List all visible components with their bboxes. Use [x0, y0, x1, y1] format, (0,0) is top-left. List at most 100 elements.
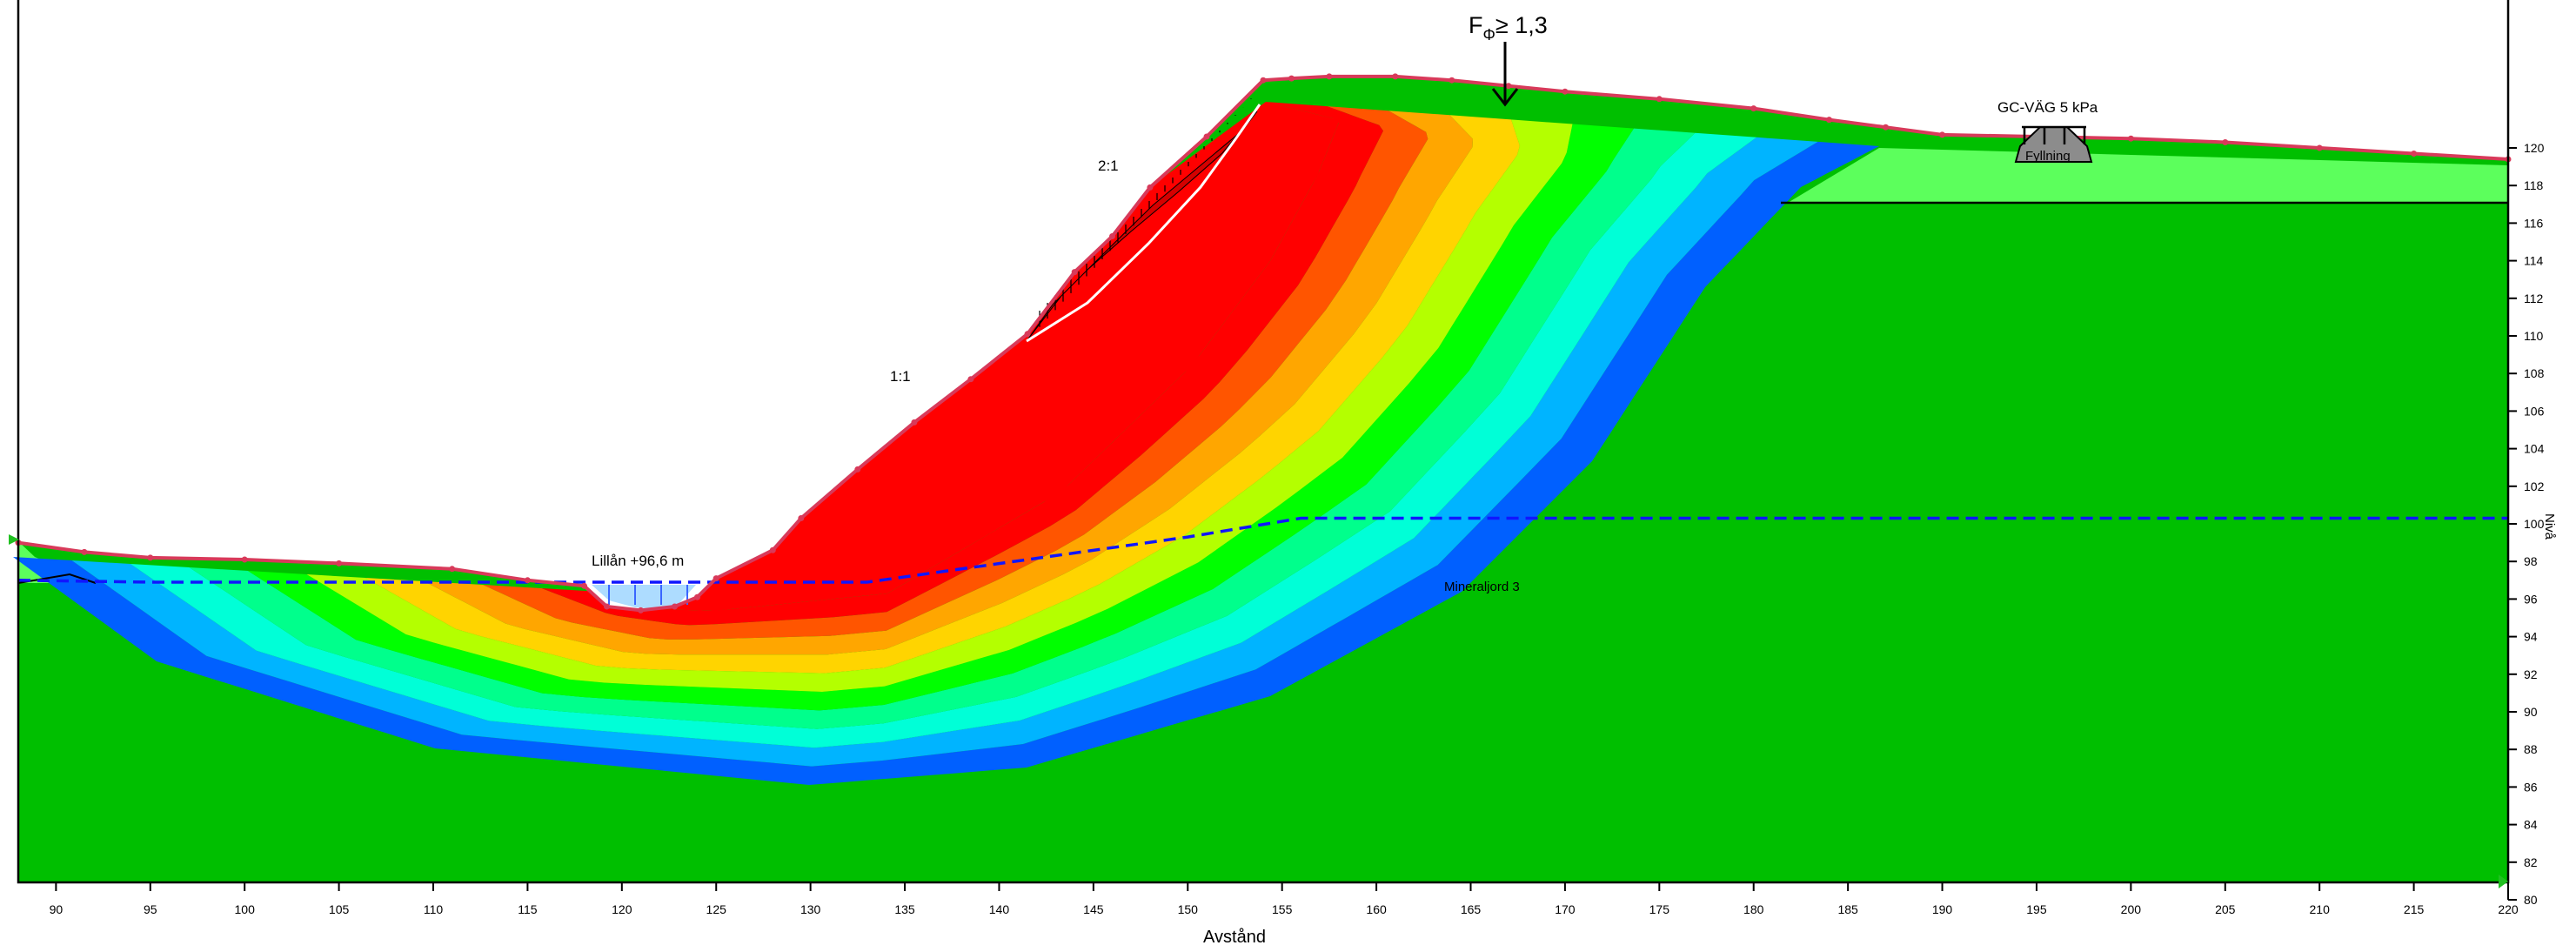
- y-tick-label: 96: [2524, 592, 2538, 606]
- x-tick-label: 140: [989, 902, 1010, 916]
- x-tick-label: 90: [50, 902, 64, 916]
- safety-band-9: [483, 106, 1429, 640]
- y-tick-label: 118: [2524, 178, 2544, 192]
- axes-layer: 90 95 100 105 110 115 120 125 130 135 140 145 150 155…: [9, 0, 2545, 916]
- x-tick-label: 110: [424, 902, 444, 916]
- y-axis-label: Nivå: [2542, 513, 2557, 540]
- x-tick-label: 100: [235, 902, 256, 916]
- surface-node: [911, 419, 918, 426]
- load-label: GC-VÄG 5 kPa: [1997, 99, 2098, 116]
- surface-node: [713, 575, 719, 582]
- factor-of-safety-label: FΦ≥ 1,3: [1469, 12, 1548, 44]
- surface-node: [81, 548, 88, 555]
- y-tick-label: 86: [2524, 780, 2538, 794]
- y-tick-label: 98: [2524, 554, 2538, 568]
- surface-node: [1203, 133, 1210, 140]
- x-tick-label: 180: [1743, 902, 1764, 916]
- surface-node: [604, 603, 610, 610]
- surface-node: [1883, 124, 1889, 131]
- slope-ratio-lower: 1:1: [890, 368, 911, 385]
- surface-node: [1939, 131, 1945, 138]
- surface-node: [1288, 75, 1295, 82]
- x-tick-label: 195: [2026, 902, 2047, 916]
- x-tick-label: 165: [1461, 902, 1482, 916]
- surface-node: [769, 546, 776, 553]
- x-tick-label: 130: [800, 902, 821, 916]
- surface-node: [1392, 73, 1399, 80]
- upper-soil-layer: [1788, 148, 2508, 203]
- water-level-label: Lillån +96,6 m: [592, 553, 684, 569]
- x-tick-label: 200: [2121, 902, 2142, 916]
- fill-embankment: Fyllning: [2014, 126, 2093, 164]
- y-tick-label: 120: [2524, 141, 2545, 155]
- y-tick-label: 106: [2524, 404, 2545, 418]
- x-tick-label: 205: [2215, 902, 2236, 916]
- surface-node: [967, 376, 974, 383]
- y-tick-label: 90: [2524, 705, 2538, 719]
- factor-of-safety-arrow: [1491, 42, 1519, 107]
- surface-node: [694, 593, 700, 600]
- critical-slip-hatch: [1026, 111, 1258, 342]
- y-tick-label: 104: [2524, 442, 2545, 456]
- safety-band-10: [541, 102, 1383, 626]
- y-tick-label: 102: [2524, 479, 2545, 493]
- safety-band-7: [365, 115, 1520, 674]
- y-tick-label: 84: [2524, 818, 2538, 832]
- safety-band-6: [306, 119, 1573, 692]
- section-lines: [15, 73, 2512, 613]
- surface-node: [854, 466, 861, 473]
- surface-node: [672, 603, 678, 610]
- soil-label: Mineraljord 3: [1444, 580, 1520, 594]
- y-tick-label: 94: [2524, 630, 2538, 644]
- surface-node: [449, 566, 456, 573]
- x-tick-label: 215: [2404, 902, 2425, 916]
- surface-node: [524, 577, 531, 584]
- y-tick-label: 112: [2524, 292, 2544, 305]
- x-tick-label: 220: [2498, 902, 2519, 916]
- x-tick-label: 170: [1555, 902, 1576, 916]
- surface-node: [241, 556, 248, 563]
- y-tick-label: 100: [2524, 517, 2545, 531]
- surface-node: [1826, 117, 1832, 124]
- surface-node: [1147, 184, 1154, 191]
- surface-node: [1449, 77, 1455, 84]
- factor-of-safety-symbol: F: [1469, 12, 1483, 38]
- surface-node: [1109, 233, 1115, 239]
- y-tick-label: 114: [2524, 254, 2544, 268]
- left-boundary-marker: [9, 534, 19, 545]
- y-tick-label: 108: [2524, 366, 2545, 380]
- distributed-load-arrows: [2022, 125, 2086, 144]
- surface-node: [336, 560, 343, 567]
- x-tick-label: 115: [518, 902, 538, 916]
- x-tick-label: 150: [1178, 902, 1199, 916]
- x-tick-label: 190: [1932, 902, 1953, 916]
- surface-node: [2222, 139, 2229, 145]
- y-tick-label: 92: [2524, 667, 2538, 681]
- slope-ratio-upper: 2:1: [1098, 158, 1119, 174]
- x-tick-label: 155: [1272, 902, 1293, 916]
- right-boundary-marker: [2499, 875, 2508, 888]
- factor-of-safety-value: ≥ 1,3: [1495, 12, 1548, 38]
- x-tick-label: 105: [329, 902, 350, 916]
- x-tick-label: 95: [144, 902, 157, 916]
- x-tick-label: 125: [706, 902, 727, 916]
- x-axis-label: Avstånd: [1203, 928, 1266, 947]
- surface-node: [1562, 88, 1569, 95]
- y-tick-label: 88: [2524, 742, 2538, 756]
- x-tick-label: 120: [612, 902, 632, 916]
- sky-mask: [18, 0, 2508, 611]
- river-water: [592, 585, 696, 609]
- surface-node: [147, 554, 154, 561]
- critical-slip-surface: [1026, 104, 1261, 343]
- surface-node: [1656, 96, 1663, 103]
- y-tick-label: 82: [2524, 855, 2538, 869]
- factor-of-safety-subscript: Φ: [1483, 26, 1495, 44]
- x-tick-label: 175: [1649, 902, 1670, 916]
- safety-factor-bands: [13, 0, 2508, 785]
- surface-node: [2411, 151, 2418, 157]
- surface-node: [2316, 144, 2323, 151]
- x-tick-label: 210: [2310, 902, 2331, 916]
- x-tick-label: 135: [894, 902, 915, 916]
- surface-node: [581, 582, 587, 589]
